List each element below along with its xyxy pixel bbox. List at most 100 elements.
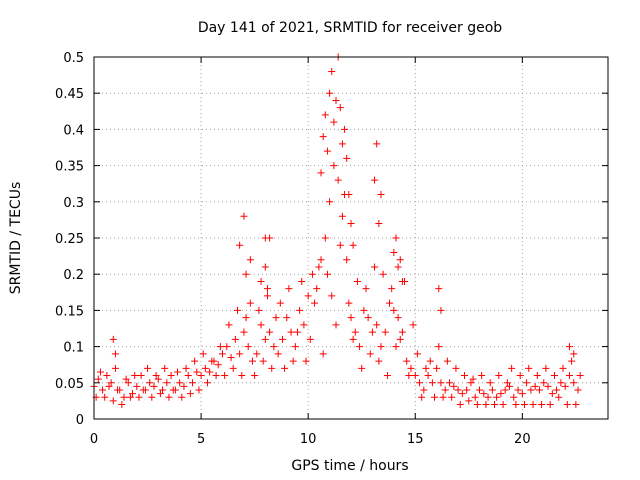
data-point: [565, 372, 573, 380]
data-point: [360, 306, 368, 314]
data-point: [223, 343, 231, 351]
data-point: [413, 350, 421, 358]
data-point: [109, 335, 117, 343]
y-tick-label: 0.4: [63, 123, 84, 138]
data-point: [347, 220, 355, 228]
data-point: [118, 401, 126, 409]
data-point: [291, 343, 299, 351]
data-point: [371, 176, 379, 184]
data-point: [257, 277, 265, 285]
data-point: [276, 299, 284, 307]
data-point: [574, 386, 582, 394]
data-point: [437, 379, 445, 387]
data-point: [208, 357, 216, 365]
data-point: [154, 375, 162, 383]
x-axis-label: GPS time / hours: [291, 458, 408, 474]
data-point: [458, 390, 466, 398]
data-point: [392, 234, 400, 242]
data-point: [422, 364, 430, 372]
data-point: [321, 111, 329, 119]
data-point: [126, 393, 134, 401]
data-point: [283, 314, 291, 322]
data-point: [480, 390, 488, 398]
data-point: [257, 321, 265, 329]
data-point: [129, 390, 137, 398]
data-point: [201, 364, 209, 372]
data-point: [450, 382, 458, 390]
data-point: [270, 343, 278, 351]
data-point: [572, 401, 580, 409]
data-point: [96, 368, 104, 376]
y-tick-label: 0.2: [63, 268, 84, 283]
data-point: [150, 382, 158, 390]
data-point: [394, 263, 402, 271]
data-point: [353, 277, 361, 285]
data-point: [336, 104, 344, 112]
data-point: [161, 364, 169, 372]
data-point: [435, 285, 443, 293]
data-point: [426, 357, 434, 365]
data-point: [274, 350, 282, 358]
data-point: [356, 343, 364, 351]
x-tick-label: 15: [407, 432, 424, 447]
data-point: [135, 393, 143, 401]
data-point: [499, 401, 507, 409]
data-point: [518, 390, 526, 398]
data-point: [497, 390, 505, 398]
data-point: [377, 191, 385, 199]
data-point: [94, 375, 102, 383]
data-point: [111, 364, 119, 372]
data-point: [293, 328, 301, 336]
data-point: [362, 285, 370, 293]
data-point: [439, 393, 447, 401]
data-point: [345, 191, 353, 199]
data-point: [461, 372, 469, 380]
data-point: [244, 343, 252, 351]
data-point: [542, 364, 550, 372]
data-point: [454, 386, 462, 394]
data-point: [390, 248, 398, 256]
data-point: [287, 328, 295, 336]
data-point: [411, 372, 419, 380]
data-point: [405, 372, 413, 380]
y-tick-label: 0.15: [55, 304, 84, 319]
data-point: [300, 321, 308, 329]
x-tick-label: 10: [300, 432, 317, 447]
data-point: [375, 357, 383, 365]
data-point: [306, 335, 314, 343]
data-point: [308, 270, 316, 278]
chart-title: Day 141 of 2021, SRMTID for receiver geo…: [198, 20, 502, 36]
x-tick-label: 0: [90, 432, 98, 447]
y-tick-label: 0.1: [63, 341, 84, 356]
data-point: [351, 328, 359, 336]
data-point: [482, 401, 490, 409]
data-point: [398, 328, 406, 336]
data-point: [133, 382, 141, 390]
data-point: [379, 270, 387, 278]
data-point: [103, 372, 111, 380]
y-tick-label: 0.45: [55, 87, 84, 102]
data-point: [242, 270, 250, 278]
data-point: [111, 350, 119, 358]
data-point: [503, 379, 511, 387]
data-point: [484, 393, 492, 401]
data-point: [332, 96, 340, 104]
data-point: [193, 368, 201, 376]
data-point: [174, 368, 182, 376]
data-point: [390, 306, 398, 314]
data-point: [358, 364, 366, 372]
data-point: [229, 364, 237, 372]
data-point: [540, 379, 548, 387]
data-point: [242, 314, 250, 322]
data-point: [289, 357, 297, 365]
data-point: [377, 343, 385, 351]
data-point: [169, 386, 177, 394]
data-point: [233, 306, 241, 314]
data-point: [261, 234, 269, 242]
data-point: [396, 256, 404, 264]
data-point: [381, 328, 389, 336]
data-point: [152, 372, 160, 380]
data-point: [394, 314, 402, 322]
data-point: [236, 350, 244, 358]
data-point: [296, 306, 304, 314]
